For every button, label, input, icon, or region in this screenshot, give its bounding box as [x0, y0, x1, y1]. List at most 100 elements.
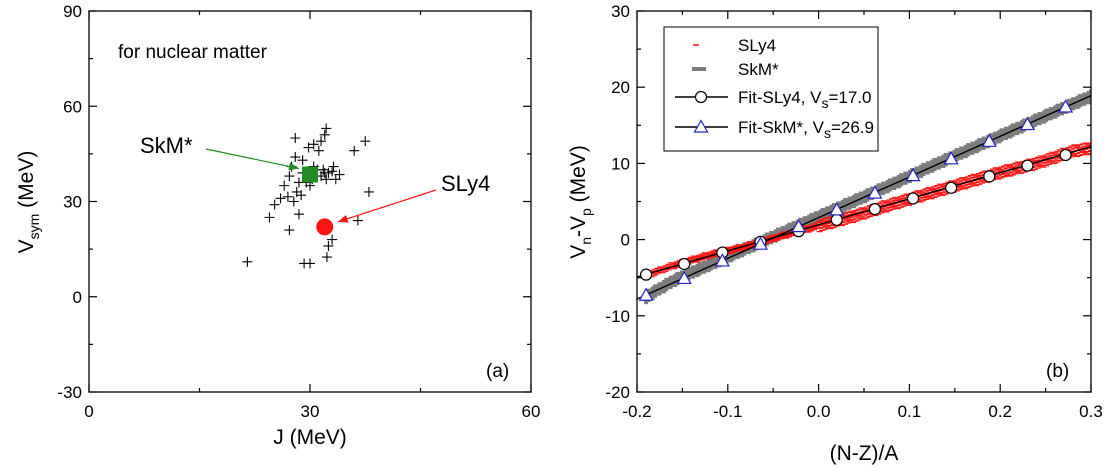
skm-data-point	[1084, 98, 1089, 103]
skm-data-point	[959, 146, 964, 151]
skm-data-point	[1089, 89, 1091, 94]
skm-data-point	[860, 197, 865, 202]
b-y-label-p: p	[578, 208, 594, 216]
fit-skm-marker	[867, 185, 883, 199]
a-plus-point	[327, 166, 338, 177]
b-y-tick-label: 10	[611, 154, 630, 173]
a-y-tick-label: 0	[73, 288, 82, 307]
b-panel-label: (b)	[1046, 361, 1069, 382]
b-x-tick-label: -0.1	[713, 402, 742, 421]
b-y-tick-label: 0	[621, 231, 630, 250]
a-callouts: SkM* SLy4	[140, 133, 490, 223]
skm-data-point	[1006, 126, 1011, 131]
skm-data-point	[968, 143, 973, 148]
skm-data-point	[865, 196, 870, 201]
skm-data-point	[854, 193, 859, 198]
skm-data-point	[675, 271, 680, 276]
skm-data-point	[650, 295, 655, 300]
a-plus-point	[290, 152, 301, 163]
skm-data-point	[863, 199, 868, 204]
skm-data-point	[990, 133, 995, 138]
skm-data-point	[1030, 115, 1035, 120]
b-x-tick-label: -0.2	[622, 402, 651, 421]
skm-data-point	[1039, 118, 1044, 123]
b-y-label-v: V	[567, 245, 590, 259]
skm-data-point	[999, 128, 1004, 133]
skm-data-point	[854, 201, 859, 206]
skm-data-point	[1048, 116, 1053, 121]
a-y-label-main: V	[15, 239, 38, 253]
legend-marker-fit-skm	[693, 119, 709, 133]
skm-data-point	[836, 201, 841, 206]
skm-data-point	[1028, 117, 1033, 122]
a-annotation: for nuclear matter	[118, 42, 268, 63]
skm-data-point	[885, 189, 890, 194]
a-plot-frame	[88, 10, 532, 393]
skm-data-point	[782, 226, 787, 231]
b-x-tick-label: 0.3	[1079, 402, 1103, 421]
skm-data-point	[898, 173, 903, 178]
legend: SLy4 SkM* Fit-SLy4, Vs=17.0 Fit-SkM*, Vs…	[663, 26, 879, 152]
skm-data-point	[999, 136, 1004, 141]
skm-data-point	[878, 183, 883, 188]
svg-text:Vsym (MeV): Vsym (MeV)	[15, 151, 42, 254]
skm-data-point	[1048, 110, 1053, 115]
skm-data-point	[1071, 97, 1076, 102]
skm-data-point	[729, 253, 734, 258]
skm-data-point	[1046, 113, 1051, 118]
skm-data-point	[1017, 121, 1022, 126]
skm-data-point	[963, 154, 968, 159]
skm-data-point	[923, 163, 928, 168]
a-panel-label: (a)	[486, 361, 509, 382]
skm-data-point	[731, 255, 736, 260]
sly4-callout-arrow-head	[337, 215, 349, 223]
skm-data-point	[746, 250, 751, 255]
skm-data-point	[708, 265, 713, 270]
skm-data-point	[807, 214, 812, 219]
skm-data-point	[1084, 92, 1089, 97]
skm-data-point	[865, 191, 870, 196]
skm-data-point	[916, 166, 921, 171]
skm-data-point	[995, 131, 1000, 136]
skm-data-point	[901, 173, 906, 178]
skm-data-point	[954, 151, 959, 156]
skm-data-point	[675, 275, 680, 280]
skm-data-point	[954, 148, 959, 153]
skm-data-point	[903, 180, 908, 185]
a-plus-point	[288, 196, 299, 207]
skm-data-point	[751, 248, 756, 253]
skm-data-point	[963, 144, 968, 149]
fit-skm-marker	[714, 253, 730, 267]
legend-label-skm: SkM*	[738, 60, 779, 79]
skm-data-point	[691, 268, 696, 273]
skm-data-point	[1048, 107, 1053, 112]
skm-data-point	[773, 229, 778, 234]
skm-data-point	[829, 204, 834, 209]
skm-data-point	[999, 131, 1004, 136]
skm-data-point	[1006, 132, 1011, 137]
skm-data-point	[706, 258, 711, 263]
fit-sly4-marker	[1021, 159, 1034, 172]
skm-data-point	[905, 171, 910, 176]
sly4-callout-label: SLy4	[441, 171, 490, 196]
skm-data-point	[829, 214, 834, 219]
legend-markers	[675, 44, 728, 133]
fit-skm-marker	[791, 218, 807, 233]
skm-data-point	[970, 144, 975, 149]
skm-data-point	[1082, 92, 1087, 97]
skm-data-point	[936, 159, 941, 164]
skm-data-point	[936, 165, 941, 170]
fit-skm-marker	[905, 167, 921, 182]
a-plus-point	[293, 209, 304, 220]
skm-data-point	[650, 286, 655, 291]
skm-data-point	[729, 258, 734, 263]
skm-data-point	[822, 208, 827, 213]
skm-data-point	[852, 194, 857, 199]
skm-data-point	[912, 168, 917, 173]
skm-data-point	[876, 183, 881, 188]
skm-data-point	[805, 216, 810, 221]
fit-sly4-marker	[639, 268, 653, 281]
skm-data-point	[1073, 97, 1078, 102]
skm-callout-label: SkM*	[140, 133, 193, 158]
